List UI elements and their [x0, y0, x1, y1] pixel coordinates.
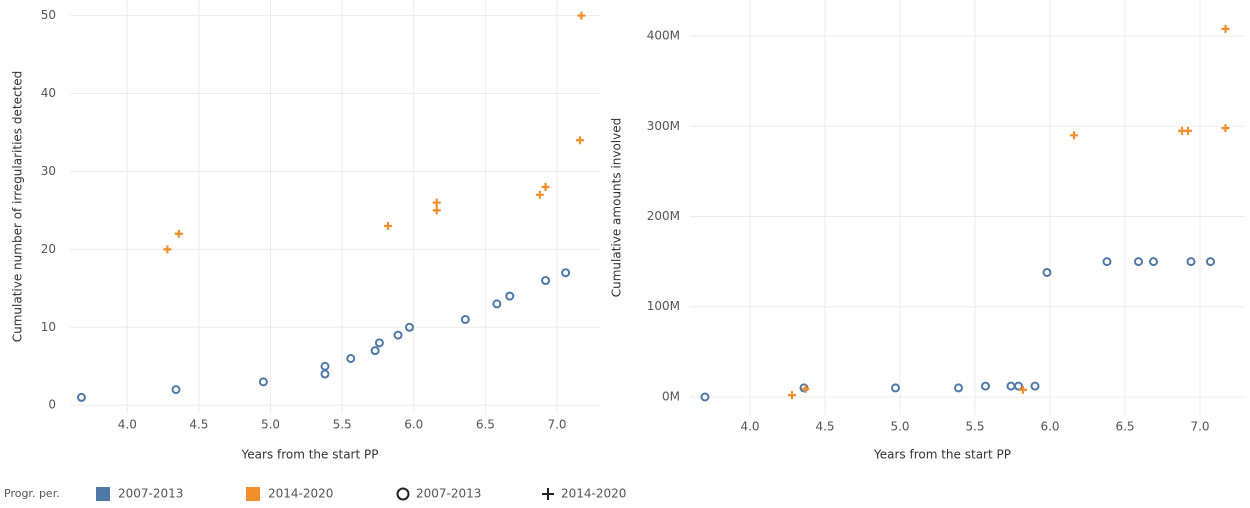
point	[801, 384, 810, 393]
point	[981, 381, 990, 391]
point	[346, 353, 356, 363]
point	[1042, 267, 1052, 277]
point	[432, 198, 441, 207]
y-tick-label: 10	[41, 320, 56, 334]
y-tick-label: 30	[41, 164, 56, 178]
y-tick-label: 200M	[647, 209, 680, 223]
point	[404, 322, 414, 332]
y-axis-title: Cumulative number of irregularities dete…	[11, 71, 25, 343]
y-tick-label: 40	[41, 86, 56, 100]
point	[320, 369, 330, 379]
point	[954, 383, 963, 393]
x-tick-label: 4.5	[189, 418, 208, 432]
x-tick-label: 4.5	[815, 420, 834, 434]
legend: Progr. per. 2007-2013 2014-2020 2007-2013 20…	[4, 487, 626, 501]
y-axis-title: Cumulative amounts involved	[610, 118, 624, 298]
chart: 4.0 4.5 5.0 5.5 6.0 6.5 7.0 0M 100M 200M 300M 400M Y…	[610, 0, 1245, 462]
point	[320, 361, 330, 371]
y-tick-label: 0	[48, 398, 56, 412]
x-tick-label: 4.0	[740, 420, 759, 434]
point	[505, 291, 515, 301]
point	[370, 346, 380, 356]
chart: 4.0 4.5 5.0 5.5 6.0 6.5 7.0 0 10 20 30 40 50 Years fr…	[11, 0, 600, 462]
point	[393, 330, 403, 340]
point	[492, 299, 502, 309]
x-tick-label: 6.5	[476, 418, 495, 432]
legend-label: 2014-2020	[268, 487, 333, 501]
y-tick-label: 300M	[647, 119, 680, 133]
point	[577, 11, 586, 20]
x-tick-label: 7.0	[547, 418, 566, 432]
x-tick-label: 5.5	[333, 418, 352, 432]
point	[374, 338, 384, 348]
legend-swatch	[246, 487, 260, 501]
point	[1149, 257, 1158, 267]
point	[1006, 381, 1016, 391]
legend-swatch	[96, 487, 110, 501]
point	[76, 392, 86, 402]
point	[700, 392, 710, 402]
point	[432, 206, 441, 215]
point	[788, 391, 796, 400]
point	[1206, 257, 1215, 267]
point	[1019, 385, 1027, 394]
point	[891, 383, 900, 393]
point	[541, 276, 551, 286]
point	[1221, 124, 1230, 133]
point	[384, 221, 392, 230]
x-tick-label: 6.5	[1115, 420, 1134, 434]
x-axis-title: Years from the start PP	[873, 448, 1011, 462]
point	[575, 136, 584, 145]
legend-shape	[542, 488, 554, 500]
point	[1030, 381, 1040, 391]
point	[171, 385, 181, 395]
point	[1184, 126, 1192, 135]
x-tick-label: 5.0	[890, 420, 909, 434]
point	[1102, 257, 1112, 267]
legend-shape	[396, 487, 410, 501]
point	[460, 314, 470, 324]
y-tick-label: 0M	[662, 389, 680, 403]
y-tick-label: 20	[41, 242, 56, 256]
legend-label: 2007-2013	[416, 487, 481, 501]
x-axis-title: Years from the start PP	[241, 448, 379, 462]
y-tick-label: 400M	[647, 29, 680, 43]
point	[1070, 131, 1078, 140]
point	[1221, 24, 1230, 33]
point	[258, 377, 268, 387]
y-tick-label: 100M	[647, 299, 680, 313]
x-tick-label: 6.0	[1040, 420, 1059, 434]
legend-label: 2007-2013	[118, 487, 183, 501]
legend-label: 2014-2020	[561, 487, 626, 501]
point	[174, 229, 183, 238]
point	[163, 245, 172, 254]
x-tick-label: 6.0	[404, 418, 423, 432]
point	[1014, 381, 1023, 391]
x-tick-label: 5.0	[261, 418, 280, 432]
legend-title: Progr. per.	[4, 487, 60, 500]
x-tick-label: 7.0	[1190, 420, 1209, 434]
y-tick-label: 50	[41, 8, 56, 22]
point	[541, 183, 550, 192]
x-tick-label: 4.0	[118, 418, 137, 432]
point	[1186, 257, 1196, 267]
point	[561, 268, 571, 278]
point	[535, 190, 544, 199]
point	[1134, 257, 1143, 267]
x-tick-label: 5.5	[965, 420, 984, 434]
